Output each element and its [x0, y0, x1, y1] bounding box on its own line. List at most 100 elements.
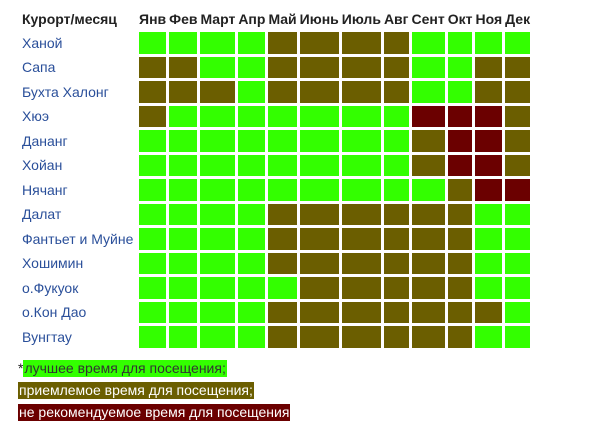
season-cell-good [139, 179, 167, 201]
season-cell-good [139, 203, 167, 225]
season-cell-ok [268, 56, 297, 78]
season-cell-ok [139, 81, 167, 103]
season-cell-ok [447, 326, 473, 348]
season-cell-ok [299, 252, 339, 274]
season-cell-good [169, 203, 198, 225]
season-cell-good [411, 81, 445, 103]
season-cell-good [475, 32, 503, 54]
season-cell-good [447, 56, 473, 78]
resort-name: Дананг [22, 132, 68, 149]
season-cell-good [200, 301, 236, 323]
season-cell-ok [447, 179, 473, 201]
season-cell-good [238, 179, 266, 201]
season-cell-good [475, 277, 503, 299]
resort-name: Сапа [22, 59, 56, 76]
season-cell-good [299, 179, 339, 201]
legend-ok-label: приемлемое время для посещения; [18, 382, 254, 399]
season-cell-good [169, 105, 198, 127]
resort-name: Бухта Халонг [22, 83, 109, 100]
season-cell-good [200, 56, 236, 78]
season-cell-good [238, 326, 266, 348]
season-cell-ok [383, 81, 409, 103]
season-cell-good [268, 130, 297, 152]
season-cell-good [169, 301, 198, 323]
resort-name: Фантьет и Муйне [22, 230, 134, 247]
season-cell-good [169, 179, 198, 201]
legend-bad-label: не рекомендуемое время для посещения [18, 404, 291, 421]
legend-asterisk: * [18, 360, 24, 376]
season-cell-ok [383, 277, 409, 299]
season-cell-ok [341, 326, 381, 348]
season-cell-good [139, 277, 167, 299]
season-cell-ok [383, 326, 409, 348]
season-cell-ok [475, 56, 503, 78]
month-header: Май [268, 11, 297, 27]
season-cell-ok [505, 130, 531, 152]
season-cell-good [169, 154, 198, 176]
season-cell-ok [268, 301, 297, 323]
season-cell-bad [447, 154, 473, 176]
season-cell-bad [447, 105, 473, 127]
season-cell-good [383, 105, 409, 127]
season-cell-good [238, 228, 266, 250]
season-cell-good [200, 277, 236, 299]
season-cell-good [238, 32, 266, 54]
season-cell-good [238, 154, 266, 176]
resort-name: о.Кон Дао [22, 304, 87, 321]
season-cell-good [411, 32, 445, 54]
season-cell-good [169, 228, 198, 250]
season-cell-ok [268, 252, 297, 274]
month-header: Окт [447, 11, 473, 27]
season-cell-ok [447, 252, 473, 274]
season-cell-good [139, 252, 167, 274]
season-cell-good [383, 154, 409, 176]
season-cell-bad [475, 105, 503, 127]
season-cell-good [505, 203, 531, 225]
resort-name: Далат [22, 206, 62, 223]
season-cell-good [505, 32, 531, 54]
season-cell-ok [505, 81, 531, 103]
month-header: Янв [139, 11, 167, 27]
resort-name: Хошимин [22, 255, 84, 272]
season-cell-good [169, 277, 198, 299]
season-cell-good [238, 277, 266, 299]
season-cell-good [169, 326, 198, 348]
season-cell-good [411, 56, 445, 78]
season-cell-good [238, 81, 266, 103]
month-header: Март [200, 11, 236, 27]
season-cell-good [447, 81, 473, 103]
season-cell-good [238, 56, 266, 78]
month-header: Июль [341, 11, 381, 27]
season-cell-ok [299, 81, 339, 103]
corner-header: Курорт/месяц [22, 11, 117, 27]
month-header: Авг [383, 11, 409, 27]
season-cell-bad [475, 179, 503, 201]
season-cell-good [341, 105, 381, 127]
season-cell-good [475, 252, 503, 274]
legend-good-label: лучшее время для посещения; [23, 360, 227, 377]
season-cell-good [200, 228, 236, 250]
resort-name: Нячанг [22, 181, 68, 198]
month-header: Дек [505, 11, 531, 27]
month-header: Апр [238, 11, 266, 27]
season-cell-ok [169, 81, 198, 103]
season-cell-good [505, 228, 531, 250]
season-cell-bad [411, 105, 445, 127]
table-row: о.Кон Дао [21, 301, 531, 323]
table-row: Далат [21, 203, 531, 225]
table-row: Нячанг [21, 179, 531, 201]
season-cell-ok [447, 228, 473, 250]
season-cell-ok [505, 154, 531, 176]
season-cell-ok [475, 81, 503, 103]
table-row: Вунгтау [21, 326, 531, 348]
season-cell-ok [447, 203, 473, 225]
season-cell-good [505, 326, 531, 348]
resort-name: Ханой [22, 34, 63, 51]
season-cell-ok [341, 203, 381, 225]
season-cell-good [268, 179, 297, 201]
season-cell-good [139, 228, 167, 250]
season-cell-ok [268, 326, 297, 348]
season-cell-ok [411, 203, 445, 225]
season-cell-ok [383, 228, 409, 250]
season-cell-ok [299, 56, 339, 78]
